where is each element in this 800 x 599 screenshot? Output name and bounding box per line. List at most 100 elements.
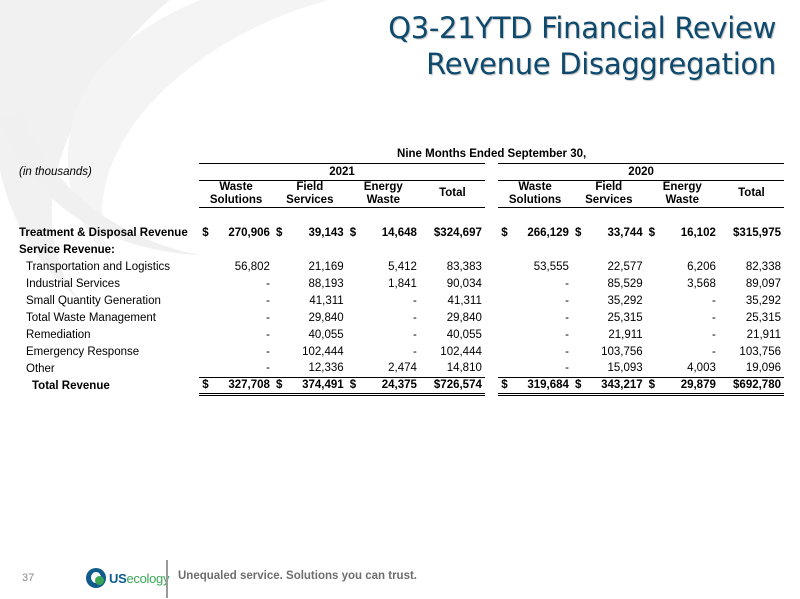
cell-value: 15,093 xyxy=(607,362,643,375)
cell-value: 3,568 xyxy=(687,277,716,290)
cell-value: - xyxy=(266,328,270,341)
cell-value: 6,206 xyxy=(687,260,716,273)
currency-symbol xyxy=(498,360,512,377)
cell-value: 343,217 xyxy=(585,376,646,396)
currency-symbol: $ xyxy=(501,226,508,239)
currency-symbol xyxy=(273,360,287,377)
currency-symbol xyxy=(646,326,660,343)
column-header: Field Services xyxy=(571,179,646,208)
table-row: Transportation and Logistics 56,802 21,169… xyxy=(16,258,784,275)
currency-symbol xyxy=(347,258,361,275)
currency-symbol xyxy=(572,258,586,275)
cell-value: - xyxy=(266,311,270,324)
cell-value: 24,375 xyxy=(360,376,420,396)
cell-value: $315,975 xyxy=(733,226,781,239)
cell-value: - xyxy=(712,345,716,358)
cell-value: - xyxy=(565,311,569,324)
currency-symbol xyxy=(646,258,660,275)
units-label: (in thousands) xyxy=(19,165,92,178)
cell-value xyxy=(719,241,784,258)
currency-symbol: $ xyxy=(346,376,361,396)
currency-symbol: $ xyxy=(349,226,357,239)
cell-value: 14,648 xyxy=(381,226,417,239)
cell-value: 19,096 xyxy=(745,362,781,375)
cell-value: 25,315 xyxy=(745,311,781,324)
cell-value: - xyxy=(413,294,417,307)
cell-value: 21,911 xyxy=(608,328,643,341)
cell-value: 12,336 xyxy=(308,362,344,375)
cell-value: - xyxy=(712,328,716,341)
currency-symbol xyxy=(572,360,586,377)
currency-symbol xyxy=(572,241,586,258)
currency-symbol xyxy=(498,343,512,360)
cell-value: 16,102 xyxy=(680,226,716,239)
cell-value: - xyxy=(413,311,417,324)
currency-symbol xyxy=(273,292,287,309)
currency-symbol: $ xyxy=(199,376,214,396)
cell-value: - xyxy=(266,277,270,290)
currency-symbol xyxy=(199,343,213,360)
us-ecology-logo: USecology xyxy=(86,565,169,591)
cell-value: 40,055 xyxy=(308,328,344,341)
currency-symbol xyxy=(199,326,213,343)
cell-value: 35,292 xyxy=(745,294,781,307)
column-header: Total xyxy=(419,179,485,208)
cell-value: 39,143 xyxy=(308,226,344,239)
table-row: Other - 12,336 2,474 14,810 - 15,093 4,003 19,09… xyxy=(16,360,784,377)
cell-value: 82,338 xyxy=(745,260,781,273)
currency-symbol xyxy=(199,309,213,326)
title-line-1: Q3-21YTD Financial Review xyxy=(388,11,776,45)
cell-value xyxy=(287,241,347,258)
cell-value: 89,097 xyxy=(745,277,781,290)
cell-value: 21,911 xyxy=(746,328,781,341)
cell-value xyxy=(361,241,420,258)
page-title: Q3-21YTD Financial Review Revenue Disagg… xyxy=(388,10,776,82)
cell-value: $324,697 xyxy=(433,226,482,239)
cell-value: 5,412 xyxy=(388,260,417,273)
currency-symbol xyxy=(498,275,512,292)
column-header: Energy Waste xyxy=(346,179,420,208)
cell-value: 103,756 xyxy=(739,345,781,358)
currency-symbol xyxy=(273,275,287,292)
currency-symbol xyxy=(199,292,213,309)
currency-symbol: $ xyxy=(571,376,586,396)
cell-value: 29,879 xyxy=(659,376,719,396)
year-header-2020: 2020 xyxy=(498,162,784,180)
table-row: Treatment & Disposal Revenue $270,906 $39,… xyxy=(16,224,784,241)
currency-symbol xyxy=(347,275,361,292)
table-row: Total Waste Management - 29,840 - 29,840 - 25,… xyxy=(16,309,784,326)
column-header: Total xyxy=(718,179,784,208)
currency-symbol xyxy=(273,326,287,343)
cell-value: - xyxy=(266,294,270,307)
cell-value: - xyxy=(712,294,716,307)
currency-symbol xyxy=(572,309,586,326)
row-label: Transportation and Logistics xyxy=(26,260,171,273)
currency-symbol: $ xyxy=(498,376,513,396)
cell-value: 41,311 xyxy=(447,294,482,307)
cell-value xyxy=(512,241,572,258)
cell-value: 103,756 xyxy=(601,345,643,358)
cell-value: 29,840 xyxy=(308,311,344,324)
cell-value: 4,003 xyxy=(687,362,716,375)
cell-value: $692,780 xyxy=(718,376,784,396)
cell-value: - xyxy=(565,362,569,375)
table-row: Emergency Response - 102,444 - 102,444 - 103,7… xyxy=(16,343,784,360)
currency-symbol xyxy=(498,241,512,258)
tagline: Unequaled service. Solutions you can tru… xyxy=(178,570,418,582)
cell-value: 22,577 xyxy=(607,260,643,273)
currency-symbol xyxy=(572,343,586,360)
currency-symbol xyxy=(572,275,586,292)
currency-symbol xyxy=(646,275,660,292)
period-header: Nine Months Ended September 30, xyxy=(397,148,587,161)
table-row: Remediation - 40,055 - 40,055 - 21,911 - 21,911 xyxy=(16,326,784,343)
currency-symbol xyxy=(273,343,287,360)
cell-value: 1,841 xyxy=(388,277,417,290)
cell-value: 266,129 xyxy=(527,226,569,239)
column-header: Energy Waste xyxy=(645,179,719,208)
revenue-table: Nine Months Ended September 30, (in thou… xyxy=(16,146,784,396)
cell-value: - xyxy=(565,277,569,290)
currency-symbol xyxy=(646,343,660,360)
currency-symbol: $ xyxy=(574,226,582,239)
row-label: Remediation xyxy=(26,328,91,341)
cell-value: 270,906 xyxy=(228,226,270,239)
